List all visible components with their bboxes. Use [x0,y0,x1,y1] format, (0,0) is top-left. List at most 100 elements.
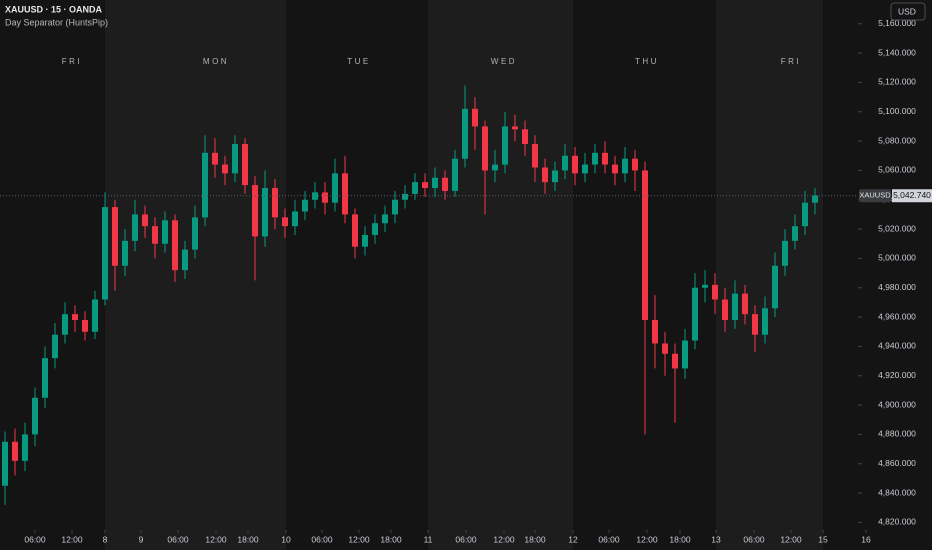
y-tick-label: 4,880.000 [878,429,916,439]
candle-body [512,126,518,130]
y-tick-label: 5,120.000 [878,77,916,87]
candle-body [22,434,28,461]
y-tick-label: 5,140.000 [878,47,916,57]
candle-body [672,353,678,369]
candle-body [662,343,668,354]
candle-body [192,217,198,250]
candle-body [202,152,208,218]
candle-body [302,199,308,212]
y-tick-label: 4,820.000 [878,517,916,527]
candle-body [752,314,758,335]
candle-body [232,144,238,174]
day-band [105,0,286,550]
last-price-name-tag [859,189,891,203]
x-tick-label: 12:00 [205,534,227,544]
candle-body [642,170,648,321]
candle-body [782,240,788,266]
last-price-tag [892,189,932,203]
day-band [428,0,573,550]
candle-body [652,320,658,344]
y-tick-label: 4,940.000 [878,341,916,351]
indicator-name: Day Separator (HuntsPip) [5,17,108,27]
candle-body [722,299,728,321]
candle-body [102,207,108,300]
y-tick-label: 4,840.000 [878,487,916,497]
candle-body [432,177,438,189]
candle-body [112,207,118,266]
y-tick-label: 5,060.000 [878,165,916,175]
x-tick-label: 06:00 [167,534,189,544]
candle-body [562,155,568,171]
candle-body [152,226,158,244]
candle-body [692,287,698,341]
candle-body [472,108,478,127]
candle-body [732,293,738,321]
candle-body [332,173,338,203]
x-tick-label: 12:00 [636,534,658,544]
candle-body [382,214,388,224]
candle-body [582,164,588,174]
x-tick-label: 11 [424,534,433,544]
candle-body [572,155,578,174]
y-tick-label: 4,860.000 [878,458,916,468]
x-tick-label: 06:00 [598,534,620,544]
candle-body [52,334,58,359]
currency-label[interactable]: USD [898,6,916,16]
y-tick-label: 4,980.000 [878,282,916,292]
candle-body [42,358,48,398]
candle-body [282,217,288,227]
x-tick-label: 8 [103,534,108,544]
candle-body [552,170,558,183]
candle-body [612,164,618,174]
candle-body [342,173,348,215]
y-tick-label: 4,960.000 [878,311,916,321]
day-label: WED [491,57,517,66]
y-tick-label: 5,100.000 [878,106,916,116]
y-tick-label: 5,160.000 [878,18,916,28]
x-tick-label: 18:00 [380,534,402,544]
candle-body [252,185,258,237]
x-tick-label: 12:00 [61,534,83,544]
candle-body [592,152,598,165]
x-tick-label: 16 [861,534,871,544]
x-tick-label: 06:00 [455,534,477,544]
last-price-name: XAUUSD [859,191,891,200]
day-label: THU [635,57,659,66]
day-label: FRI [62,57,82,66]
candle-body [452,158,458,191]
candle-body [242,144,248,186]
candle-body [482,126,488,171]
candle-body [792,226,798,241]
x-tick-label: 12 [568,534,578,544]
candle-body [322,192,328,203]
candle-body [402,193,408,200]
candle-body [62,314,68,335]
x-tick-label: 18:00 [669,534,691,544]
candle-body [262,188,268,237]
y-tick-label: 5,000.000 [878,253,916,263]
x-tick-label: 10 [281,534,291,544]
x-tick-label: 06:00 [24,534,46,544]
candle-body [522,129,528,145]
candle-body [702,284,708,288]
candle-body [82,320,88,332]
y-tick-label: 5,020.000 [878,223,916,233]
candle-body [32,397,38,435]
day-label: MON [203,57,229,66]
candle-body [392,199,398,215]
currency-button[interactable] [890,2,926,21]
x-tick-label: 12:00 [493,534,515,544]
candle-body [182,249,188,271]
candle-body [772,265,778,309]
candle-body [682,340,688,369]
x-tick-label: 15 [818,534,828,544]
candle-body [492,164,498,171]
candle-body [462,108,468,159]
candle-body [132,214,138,241]
x-tick-label: 12:00 [348,534,370,544]
candle-body [812,195,818,203]
candle-body [622,158,628,174]
candle-body [172,220,178,271]
price-axis-bg [858,0,932,550]
